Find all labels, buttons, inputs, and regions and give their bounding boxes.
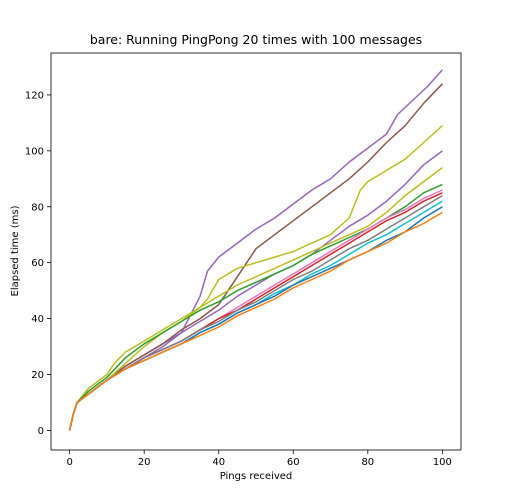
- series-line-0: [68, 69, 443, 431]
- y-axis-label: Elapsed time (ms): [10, 205, 21, 296]
- x-tick-label-5: 100: [433, 457, 452, 468]
- plot-frame: [50, 52, 462, 451]
- series-line-11: [68, 211, 443, 431]
- series-line-4: [68, 166, 443, 431]
- y-tick-label-5: 100: [25, 146, 44, 157]
- series-lines: [68, 69, 443, 431]
- y-tick-label-1: 20: [31, 370, 44, 381]
- x-ticks: 0 20 40 60 80 100: [66, 450, 452, 468]
- x-axis-label: Pings received: [220, 471, 293, 482]
- y-tick-label-6: 120: [25, 90, 44, 101]
- chart-title: bare: Running PingPong 20 times with 100…: [90, 32, 422, 47]
- series-line-8: [68, 194, 443, 431]
- series-line-6: [68, 189, 443, 431]
- series-line-9: [68, 200, 443, 431]
- y-ticks: 0 20 40 60 80 100 120: [25, 90, 51, 437]
- series-line-2: [68, 125, 443, 431]
- x-tick-label-4: 80: [361, 457, 374, 468]
- y-tick-label-3: 60: [31, 258, 44, 269]
- y-tick-label-0: 0: [38, 426, 44, 437]
- x-tick-label-1: 20: [138, 457, 151, 468]
- series-line-3: [68, 150, 443, 431]
- x-tick-label-2: 40: [212, 457, 225, 468]
- x-tick-label-3: 60: [287, 457, 300, 468]
- y-tick-label-2: 40: [31, 314, 44, 325]
- series-line-1: [68, 83, 443, 431]
- y-tick-label-4: 80: [31, 202, 44, 213]
- series-line-10: [68, 206, 443, 431]
- x-tick-label-0: 0: [66, 457, 72, 468]
